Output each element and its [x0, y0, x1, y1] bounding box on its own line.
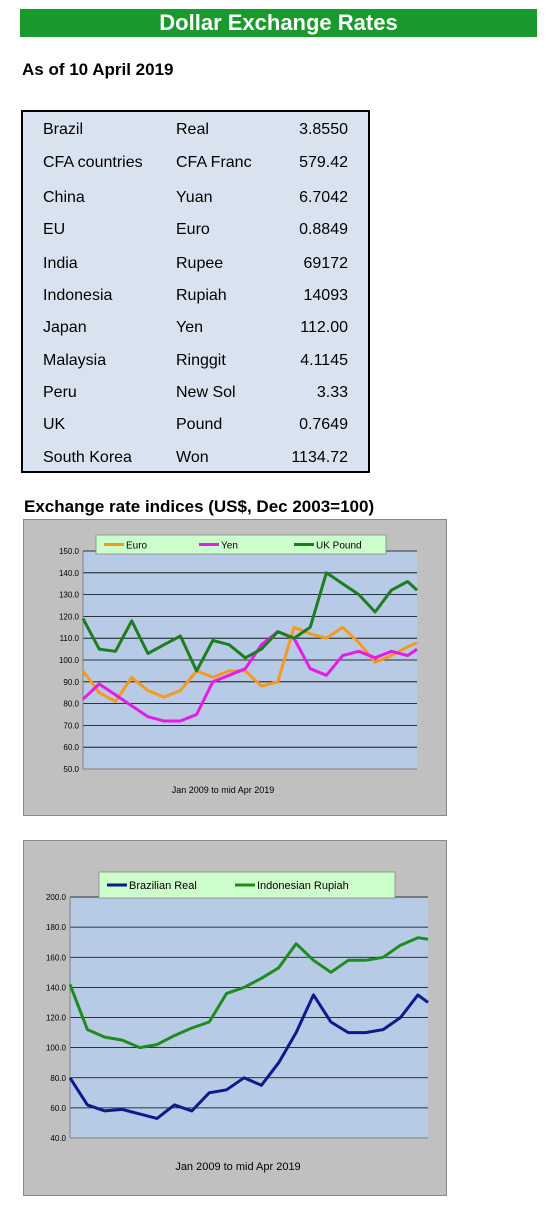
chart-2-frame: 40.0 60.0 80.0 100.0 120.0 140.0 160.0 180.0 200…: [23, 840, 447, 1196]
rate-cell: 3.33: [316, 384, 348, 401]
country-cell: UK: [43, 416, 66, 433]
y-tick-label: 150.0: [59, 547, 80, 556]
rate-cell: 3.8550: [299, 121, 348, 138]
rate-row: Indonesia Rupiah 14093: [23, 282, 368, 310]
chart-1: 50.0 60.0 70.0 80.0 90.0 100.0 110.0 120.0 130.0…: [23, 519, 447, 816]
rate-row: UK Pound 0.7649: [23, 411, 368, 439]
legend-label: Indonesian Rupiah: [257, 880, 349, 892]
rate-row: Malaysia Ringgit 4.1145: [23, 347, 368, 375]
y-tick-label: 120.0: [59, 612, 80, 621]
country-cell: India: [43, 255, 78, 272]
rate-row: Peru New Sol 3.33: [23, 379, 368, 407]
currency-cell: Rupiah: [176, 287, 227, 304]
currency-cell: Euro: [176, 221, 210, 238]
page-banner: Dollar Exchange Rates: [20, 9, 537, 37]
y-tick-label: 200.0: [46, 893, 67, 902]
rate-cell: 6.7042: [299, 189, 348, 206]
x-axis-label: Jan 2009 to mid Apr 2019: [172, 785, 275, 795]
currency-cell: New Sol: [176, 384, 236, 401]
country-cell: China: [43, 189, 85, 206]
country-cell: Indonesia: [43, 287, 113, 304]
rate-cell: 112.00: [300, 319, 348, 336]
y-tick-label: 130.0: [59, 591, 80, 600]
series-line-brazilian-real: [68, 993, 429, 1120]
rate-cell: 0.8849: [299, 221, 348, 238]
legend-label: Euro: [126, 541, 148, 552]
y-tick-label: 140.0: [59, 569, 80, 578]
y-tick-label: 60.0: [63, 743, 79, 752]
y-tick-label: 100.0: [59, 656, 80, 665]
rate-row: South Korea Won 1134.72: [23, 444, 368, 472]
rate-row: EU Euro 0.8849: [23, 216, 368, 244]
series-line-yen: [81, 630, 418, 723]
country-cell: Malaysia: [43, 352, 107, 369]
x-axis-label: Jan 2009 to mid Apr 2019: [175, 1161, 300, 1173]
legend: Euro Yen UK Pound: [95, 534, 387, 555]
y-tick-label: 40.0: [50, 1134, 66, 1143]
country-cell: CFA countries: [43, 154, 143, 171]
currency-cell: Yen: [176, 319, 203, 336]
rates-table: Brazil Real 3.8550 CFA countries CFA Franc 57…: [21, 110, 370, 473]
y-tick-label: 160.0: [46, 953, 67, 962]
legend-label: Yen: [221, 541, 238, 552]
currency-cell: CFA Franc: [176, 154, 252, 171]
rate-cell: 14093: [303, 287, 349, 304]
y-tick-label: 80.0: [50, 1074, 66, 1083]
legend: Brazilian Real Indonesian Rupiah: [98, 871, 396, 899]
currency-cell: Real: [176, 121, 209, 138]
legend-label: Brazilian Real: [129, 880, 197, 892]
rate-row: CFA countries CFA Franc 579.42: [23, 149, 368, 177]
country-cell: Japan: [43, 319, 87, 336]
legend-label: UK Pound: [316, 541, 362, 552]
y-tick-label: 140.0: [46, 983, 67, 992]
chart-1-frame: 50.0 60.0 70.0 80.0 90.0 100.0 110.0 120.0 130.0…: [23, 519, 447, 816]
rate-cell: 4.1145: [300, 352, 348, 369]
currency-cell: Ringgit: [176, 352, 226, 369]
legend-box: [95, 534, 387, 555]
series-line-uk-pound: [81, 571, 419, 673]
y-tick-label: 110.0: [60, 634, 80, 643]
country-cell: South Korea: [43, 449, 132, 466]
series-line-indonesian-rupiah: [68, 936, 429, 1050]
rate-cell: 579.42: [299, 154, 348, 171]
currency-cell: Pound: [176, 416, 223, 433]
as-of-date: As of 10 April 2019: [22, 60, 174, 79]
rate-row: China Yuan 6.7042: [23, 184, 368, 212]
country-cell: Brazil: [43, 121, 84, 138]
y-tick-label: 180.0: [46, 923, 67, 932]
rate-cell: 1134.72: [291, 449, 348, 466]
y-tick-label: 80.0: [63, 700, 79, 709]
rate-row: India Rupee 69172: [23, 250, 368, 278]
y-tick-label: 60.0: [50, 1104, 66, 1113]
currency-cell: Rupee: [176, 255, 224, 272]
rate-cell: 0.7649: [299, 416, 348, 433]
series-line-euro: [81, 625, 418, 703]
rate-cell: 69172: [303, 255, 349, 272]
currency-cell: Won: [176, 449, 209, 466]
chart-2: 40.0 60.0 80.0 100.0 120.0 140.0 160.0 180.0 200…: [23, 840, 447, 1196]
y-tick-label: 70.0: [63, 721, 79, 730]
y-tick-label: 50.0: [63, 765, 79, 774]
country-cell: EU: [43, 221, 66, 238]
indices-title: Exchange rate indices (US$, Dec 2003=100…: [24, 497, 375, 516]
y-tick-label: 100.0: [46, 1044, 67, 1053]
y-tick-label: 120.0: [46, 1014, 67, 1023]
currency-cell: Yuan: [176, 189, 213, 206]
rate-row: Japan Yen 112.00: [23, 314, 368, 342]
y-tick-label: 90.0: [63, 678, 79, 687]
country-cell: Peru: [43, 384, 77, 401]
rate-row: Brazil Real 3.8550: [23, 116, 368, 144]
